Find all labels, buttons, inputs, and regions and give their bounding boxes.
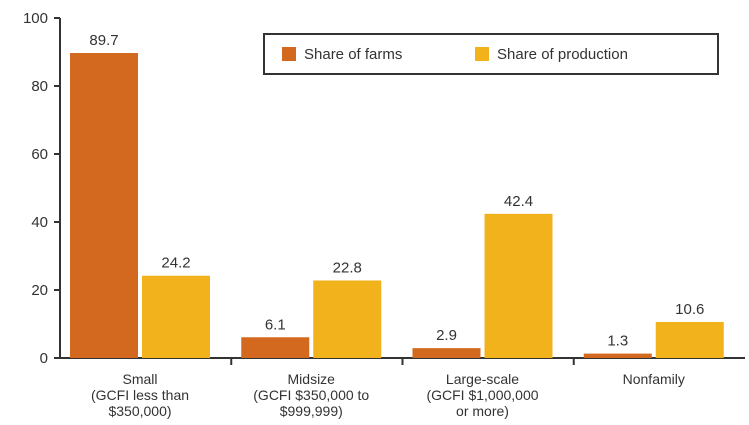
category-labels: Small(GCFI less than$350,000)Midsize(GCF… [91, 371, 685, 419]
data-label: 6.1 [265, 316, 286, 333]
category-label: (GCFI less than [91, 387, 189, 403]
bar-farms [583, 353, 652, 358]
y-tick-label: 0 [40, 350, 48, 367]
bar-production [313, 280, 382, 358]
category-label: Nonfamily [623, 371, 685, 387]
data-label: 89.7 [89, 32, 118, 49]
data-label: 1.3 [607, 333, 628, 350]
category-label: Small [122, 371, 157, 387]
category-label: or more) [456, 403, 509, 419]
bar-production [484, 213, 553, 358]
category-label: (GCFI $1,000,000 [426, 387, 538, 403]
data-label: 2.9 [436, 327, 457, 344]
y-tick-label: 20 [31, 282, 48, 299]
data-labels: 89.7 6.1 2.9 1.3 24.2 22.8 42.4 10.6 [89, 32, 704, 350]
y-tick-label: 100 [23, 10, 48, 27]
y-tick-label: 40 [31, 214, 48, 231]
bar-production [655, 321, 724, 358]
legend-label-farms: Share of farms [304, 46, 402, 63]
y-axis: 0 20 40 60 80 100 [23, 10, 61, 367]
data-label: 22.8 [333, 259, 362, 276]
legend-swatch-production [475, 47, 489, 61]
data-label: 42.4 [504, 193, 533, 210]
bar-farms [241, 337, 310, 358]
data-label: 24.2 [161, 255, 190, 272]
category-label: Large-scale [446, 371, 519, 387]
category-label: $999,999) [280, 403, 343, 419]
legend-label-production: Share of production [497, 46, 628, 63]
bar-production [142, 275, 210, 358]
legend-box [263, 33, 719, 75]
data-label: 10.6 [675, 301, 704, 318]
legend-swatch-farms [282, 47, 296, 61]
y-tick-label: 80 [31, 78, 48, 95]
bar-farms [70, 53, 138, 359]
x-axis [60, 357, 745, 365]
bar-farms [412, 348, 481, 358]
category-label: Midsize [288, 371, 336, 387]
bars [70, 53, 724, 359]
y-tick-label: 60 [31, 146, 48, 163]
legend: Share of farms Share of production [263, 33, 719, 75]
category-label: (GCFI $350,000 to [253, 387, 369, 403]
category-label: $350,000) [108, 403, 171, 419]
